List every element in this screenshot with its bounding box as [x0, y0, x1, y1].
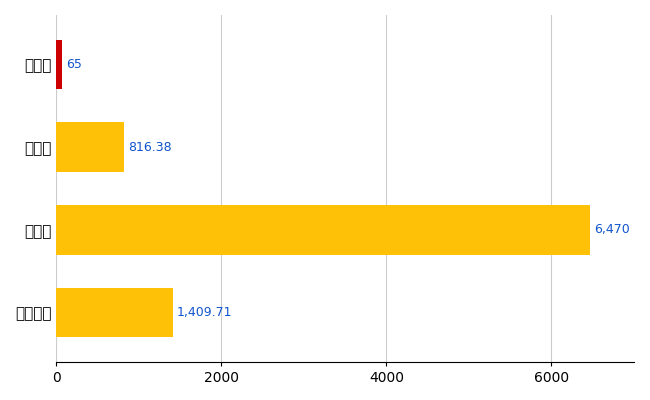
Text: 6,470: 6,470 — [594, 223, 630, 236]
Bar — [57, 122, 124, 172]
Text: 816.38: 816.38 — [128, 141, 172, 154]
Bar — [57, 205, 590, 254]
Bar — [57, 40, 62, 89]
Bar — [57, 288, 173, 337]
Text: 65: 65 — [66, 58, 82, 71]
Text: 1,409.71: 1,409.71 — [177, 306, 232, 319]
